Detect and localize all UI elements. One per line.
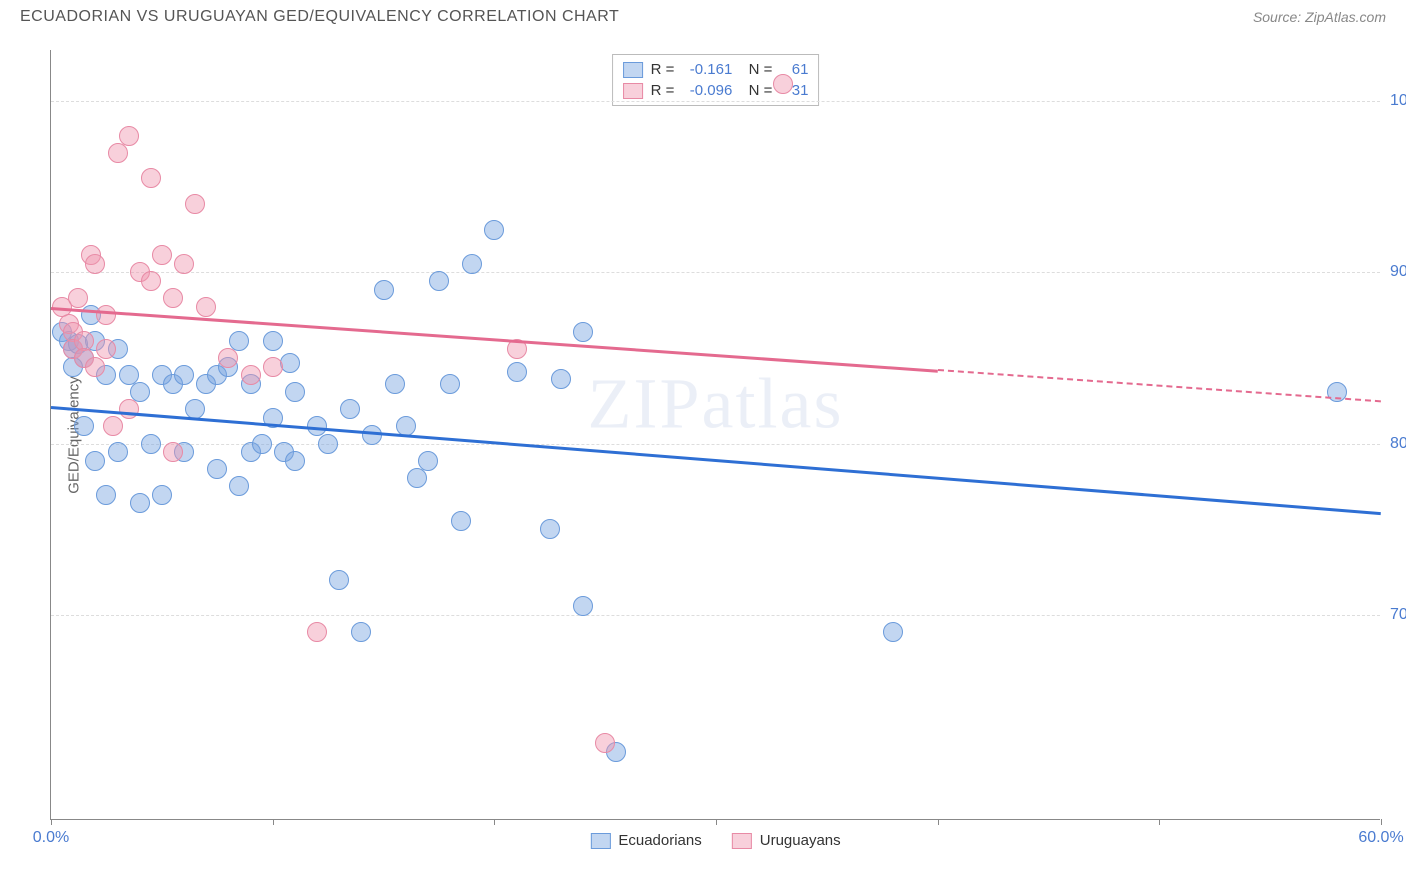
data-point: [108, 143, 128, 163]
data-point: [340, 399, 360, 419]
data-point: [407, 468, 427, 488]
data-point: [130, 493, 150, 513]
data-point: [883, 622, 903, 642]
legend-swatch: [732, 833, 752, 849]
data-point: [551, 369, 571, 389]
legend-label: Uruguayans: [760, 832, 841, 849]
data-point: [96, 339, 116, 359]
legend-item: Ecuadorians: [590, 832, 701, 849]
data-point: [385, 374, 405, 394]
data-point: [374, 280, 394, 300]
data-point: [418, 451, 438, 471]
data-point: [141, 271, 161, 291]
stat-r-value: -0.161: [682, 61, 732, 78]
watermark: ZIPatlas: [588, 362, 844, 445]
x-tick: [1159, 819, 1160, 825]
data-point: [163, 288, 183, 308]
x-tick-label-right: 60.0%: [1358, 829, 1403, 847]
stat-r-value: -0.096: [682, 82, 732, 99]
stat-n-label: N =: [740, 82, 772, 99]
data-point: [152, 485, 172, 505]
data-point: [174, 365, 194, 385]
x-tick: [1381, 819, 1382, 825]
data-point: [318, 434, 338, 454]
data-point: [85, 254, 105, 274]
data-point: [263, 357, 283, 377]
data-point: [329, 570, 349, 590]
y-tick-label: 100.0%: [1390, 92, 1406, 110]
source-attribution: Source: ZipAtlas.com: [1253, 9, 1386, 25]
y-tick-label: 80.0%: [1390, 435, 1406, 453]
x-tick: [273, 819, 274, 825]
data-point: [540, 519, 560, 539]
x-tick: [51, 819, 52, 825]
data-point: [141, 168, 161, 188]
chart-title: ECUADORIAN VS URUGUAYAN GED/EQUIVALENCY …: [20, 8, 619, 26]
data-point: [163, 442, 183, 462]
data-point: [119, 126, 139, 146]
series-swatch: [623, 62, 643, 78]
trend-line: [51, 307, 938, 372]
legend-item: Uruguayans: [732, 832, 841, 849]
data-point: [96, 305, 116, 325]
data-point: [429, 271, 449, 291]
data-point: [773, 74, 793, 94]
x-tick: [938, 819, 939, 825]
data-point: [263, 331, 283, 351]
data-point: [280, 353, 300, 373]
scatter-chart: GED/Equivalency ZIPatlas R =-0.161 N =61…: [50, 50, 1380, 820]
data-point: [119, 399, 139, 419]
data-point: [252, 434, 272, 454]
data-point: [218, 348, 238, 368]
series-swatch: [623, 83, 643, 99]
data-point: [152, 245, 172, 265]
data-point: [595, 733, 615, 753]
data-point: [185, 194, 205, 214]
data-point: [451, 511, 471, 531]
data-point: [85, 357, 105, 377]
data-point: [573, 596, 593, 616]
data-point: [96, 485, 116, 505]
data-point: [285, 451, 305, 471]
data-point: [351, 622, 371, 642]
legend-label: Ecuadorians: [618, 832, 701, 849]
data-point: [462, 254, 482, 274]
data-point: [229, 476, 249, 496]
data-point: [440, 374, 460, 394]
data-point: [85, 451, 105, 471]
data-point: [484, 220, 504, 240]
stat-n-label: N =: [740, 61, 772, 78]
grid-line: [51, 101, 1380, 102]
data-point: [207, 459, 227, 479]
data-point: [196, 297, 216, 317]
grid-line: [51, 272, 1380, 273]
data-point: [241, 365, 261, 385]
data-point: [68, 288, 88, 308]
stat-r-label: R =: [651, 82, 675, 99]
data-point: [573, 322, 593, 342]
data-point: [103, 416, 123, 436]
data-point: [362, 425, 382, 445]
x-tick-label-left: 0.0%: [33, 829, 69, 847]
data-point: [285, 382, 305, 402]
data-point: [174, 254, 194, 274]
data-point: [507, 362, 527, 382]
data-point: [141, 434, 161, 454]
data-point: [307, 622, 327, 642]
data-point: [108, 442, 128, 462]
trend-line: [938, 369, 1381, 402]
x-tick: [716, 819, 717, 825]
series-legend: Ecuadorians Uruguayans: [590, 832, 840, 849]
stat-r-label: R =: [651, 61, 675, 78]
grid-line: [51, 615, 1380, 616]
x-tick: [494, 819, 495, 825]
data-point: [74, 416, 94, 436]
legend-swatch: [590, 833, 610, 849]
y-tick-label: 70.0%: [1390, 606, 1406, 624]
y-tick-label: 90.0%: [1390, 263, 1406, 281]
